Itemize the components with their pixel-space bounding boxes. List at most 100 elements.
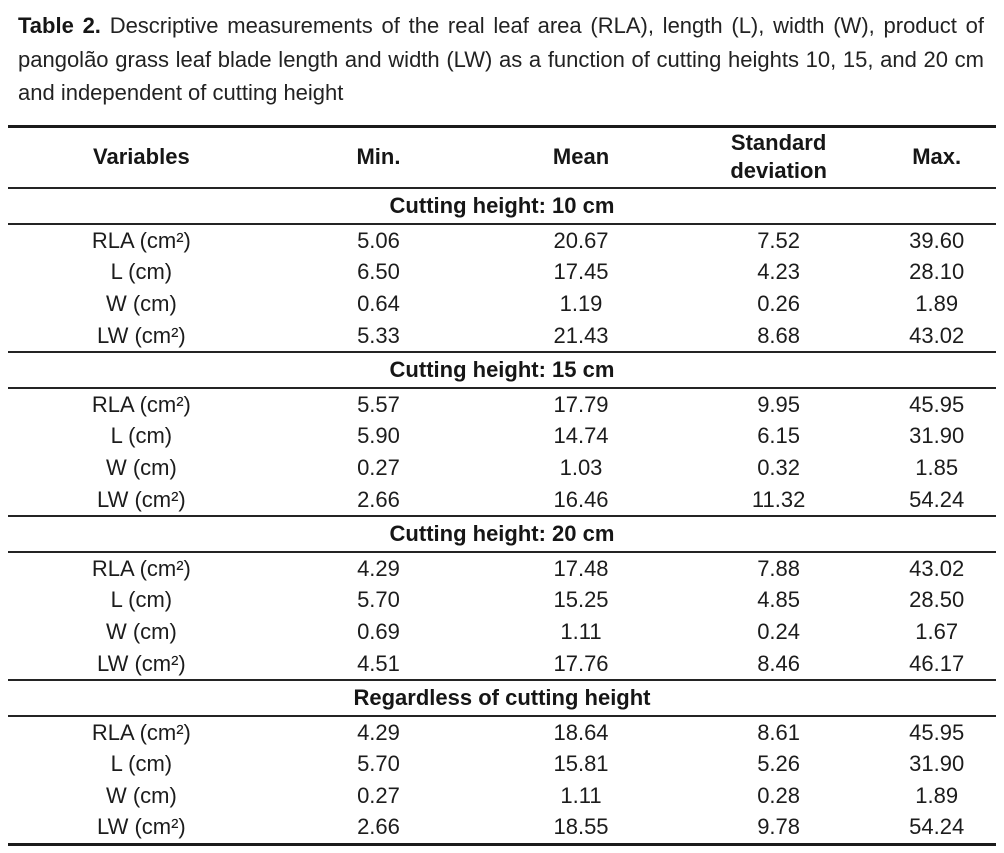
value-cell: 11.32 [751, 486, 806, 512]
value-cell: 5.06 [357, 227, 400, 253]
value-cell: 31.90 [909, 751, 965, 776]
value-cell: 0.64 [357, 291, 400, 316]
value-cell: 8.68 [757, 322, 801, 348]
section-row-1: Cutting height: 15 cm [8, 351, 996, 389]
variable-cell: L (cm) [110, 587, 173, 612]
value-cell: 6.15 [757, 423, 801, 448]
section-row-0: Cutting height: 10 cm [8, 187, 996, 225]
variable-cell: RLA (cm²) [91, 391, 191, 417]
value-cell: 5.90 [357, 423, 400, 448]
table-row: W (cm) 0.64 1.19 0.26 1.89 [8, 288, 996, 320]
value-cell: 39.60 [909, 227, 965, 253]
table-header-row: Variables Min. Mean Standard deviation M… [8, 126, 996, 189]
value-cell: 5.70 [357, 587, 400, 612]
value-cell: 5.57 [357, 391, 400, 417]
value-cell: 18.55 [553, 814, 609, 840]
value-cell: 28.10 [909, 259, 965, 284]
value-cell: 2.66 [357, 814, 400, 840]
value-cell: 1.89 [915, 291, 959, 316]
value-cell: 15.81 [553, 751, 609, 776]
value-cell: 45.95 [909, 391, 965, 417]
value-cell: 0.26 [757, 291, 801, 316]
value-cell: 9.95 [757, 391, 801, 417]
value-cell: 54.24 [909, 486, 965, 512]
descriptive-measurements-table: Variables Min. Mean Standard deviation M… [8, 124, 996, 846]
value-cell: 7.52 [757, 227, 801, 253]
column-header-max: Max. [877, 126, 996, 189]
value-cell: 46.17 [909, 650, 965, 676]
table-row: W (cm) 0.27 1.03 0.32 1.85 [8, 452, 996, 484]
value-cell: 21.43 [553, 322, 609, 348]
table-row: L (cm) 5.70 15.81 5.26 31.90 [8, 748, 996, 780]
table-row: L (cm) 5.90 14.74 6.15 31.90 [8, 420, 996, 452]
variable-cell: RLA (cm²) [91, 555, 191, 581]
table-row: RLA (cm²) 4.29 18.64 8.61 45.95 [8, 716, 996, 748]
table-row: LW (cm²) 2.66 18.55 9.78 54.24 [8, 812, 996, 844]
table-row: W (cm) 0.69 1.11 0.24 1.67 [8, 616, 996, 648]
column-header-standard-deviation: Standard deviation [679, 126, 878, 189]
value-cell: 1.85 [915, 455, 959, 480]
table-row: RLA (cm²) 5.57 17.79 9.95 45.95 [8, 388, 996, 420]
section-header: Cutting height: 20 cm [8, 515, 996, 553]
value-cell: 0.32 [757, 455, 801, 480]
value-cell: 8.61 [757, 719, 801, 745]
section-row-2: Cutting height: 20 cm [8, 515, 996, 553]
variable-cell: RLA (cm²) [91, 227, 191, 253]
value-cell: 2.66 [357, 486, 400, 512]
value-cell: 16.46 [553, 486, 609, 512]
value-cell: 5.70 [357, 751, 400, 776]
value-cell: 31.90 [909, 423, 965, 448]
variable-cell: LW (cm²) [96, 322, 186, 348]
table-row: L (cm) 6.50 17.45 4.23 28.10 [8, 256, 996, 288]
value-cell: 1.11 [560, 783, 602, 808]
value-cell: 54.24 [909, 814, 965, 840]
value-cell: 4.23 [757, 259, 801, 284]
standard-deviation-label: Standard deviation [730, 129, 827, 184]
value-cell: 7.88 [757, 555, 801, 581]
variable-cell: L (cm) [110, 423, 173, 448]
value-cell: 4.51 [357, 650, 400, 676]
value-cell: 4.85 [757, 587, 801, 612]
value-cell: 9.78 [757, 814, 801, 840]
value-cell: 1.03 [559, 455, 603, 480]
variable-cell: W (cm) [105, 291, 177, 316]
table-row: LW (cm²) 4.51 17.76 8.46 46.17 [8, 648, 996, 680]
table-row: W (cm) 0.27 1.11 0.28 1.89 [8, 780, 996, 812]
value-cell: 43.02 [909, 322, 965, 348]
value-cell: 45.95 [909, 719, 965, 745]
value-cell: 0.24 [757, 619, 801, 644]
variable-cell: L (cm) [110, 751, 173, 776]
value-cell: 20.67 [553, 227, 609, 253]
value-cell: 1.19 [559, 291, 603, 316]
section-row-3: Regardless of cutting height [8, 679, 996, 717]
value-cell: 6.50 [357, 259, 400, 284]
column-header-variables: Variables [8, 126, 275, 189]
value-cell: 8.46 [757, 650, 801, 676]
variable-cell: W (cm) [105, 455, 177, 480]
value-cell: 4.29 [357, 555, 400, 581]
column-header-mean: Mean [482, 126, 680, 189]
value-cell: 15.25 [553, 587, 609, 612]
section-header: Cutting height: 15 cm [8, 351, 996, 389]
value-cell: 1.89 [915, 783, 959, 808]
variable-cell: LW (cm²) [96, 814, 186, 840]
value-cell: 0.27 [357, 455, 400, 480]
variable-cell: LW (cm²) [96, 650, 186, 676]
variable-cell: LW (cm²) [96, 486, 186, 512]
value-cell: 18.64 [553, 719, 609, 745]
table-caption: Table 2. Descriptive measurements of the… [0, 0, 1004, 110]
section-header: Regardless of cutting height [8, 679, 996, 717]
table-row: RLA (cm²) 5.06 20.67 7.52 39.60 [8, 224, 996, 256]
value-cell: 0.27 [357, 783, 400, 808]
table-row: L (cm) 5.70 15.25 4.85 28.50 [8, 584, 996, 616]
column-header-min: Min. [274, 126, 483, 189]
table-body: Cutting height: 10 cm RLA (cm²) 5.06 20.67 7… [8, 187, 996, 844]
table-caption-label: Table 2. [18, 13, 101, 38]
value-cell: 4.29 [357, 719, 400, 745]
variable-cell: RLA (cm²) [91, 719, 191, 745]
table-row: LW (cm²) 2.66 16.46 11.32 54.24 [8, 484, 996, 516]
value-cell: 17.48 [553, 555, 609, 581]
value-cell: 1.11 [560, 619, 602, 644]
value-cell: 43.02 [909, 555, 965, 581]
